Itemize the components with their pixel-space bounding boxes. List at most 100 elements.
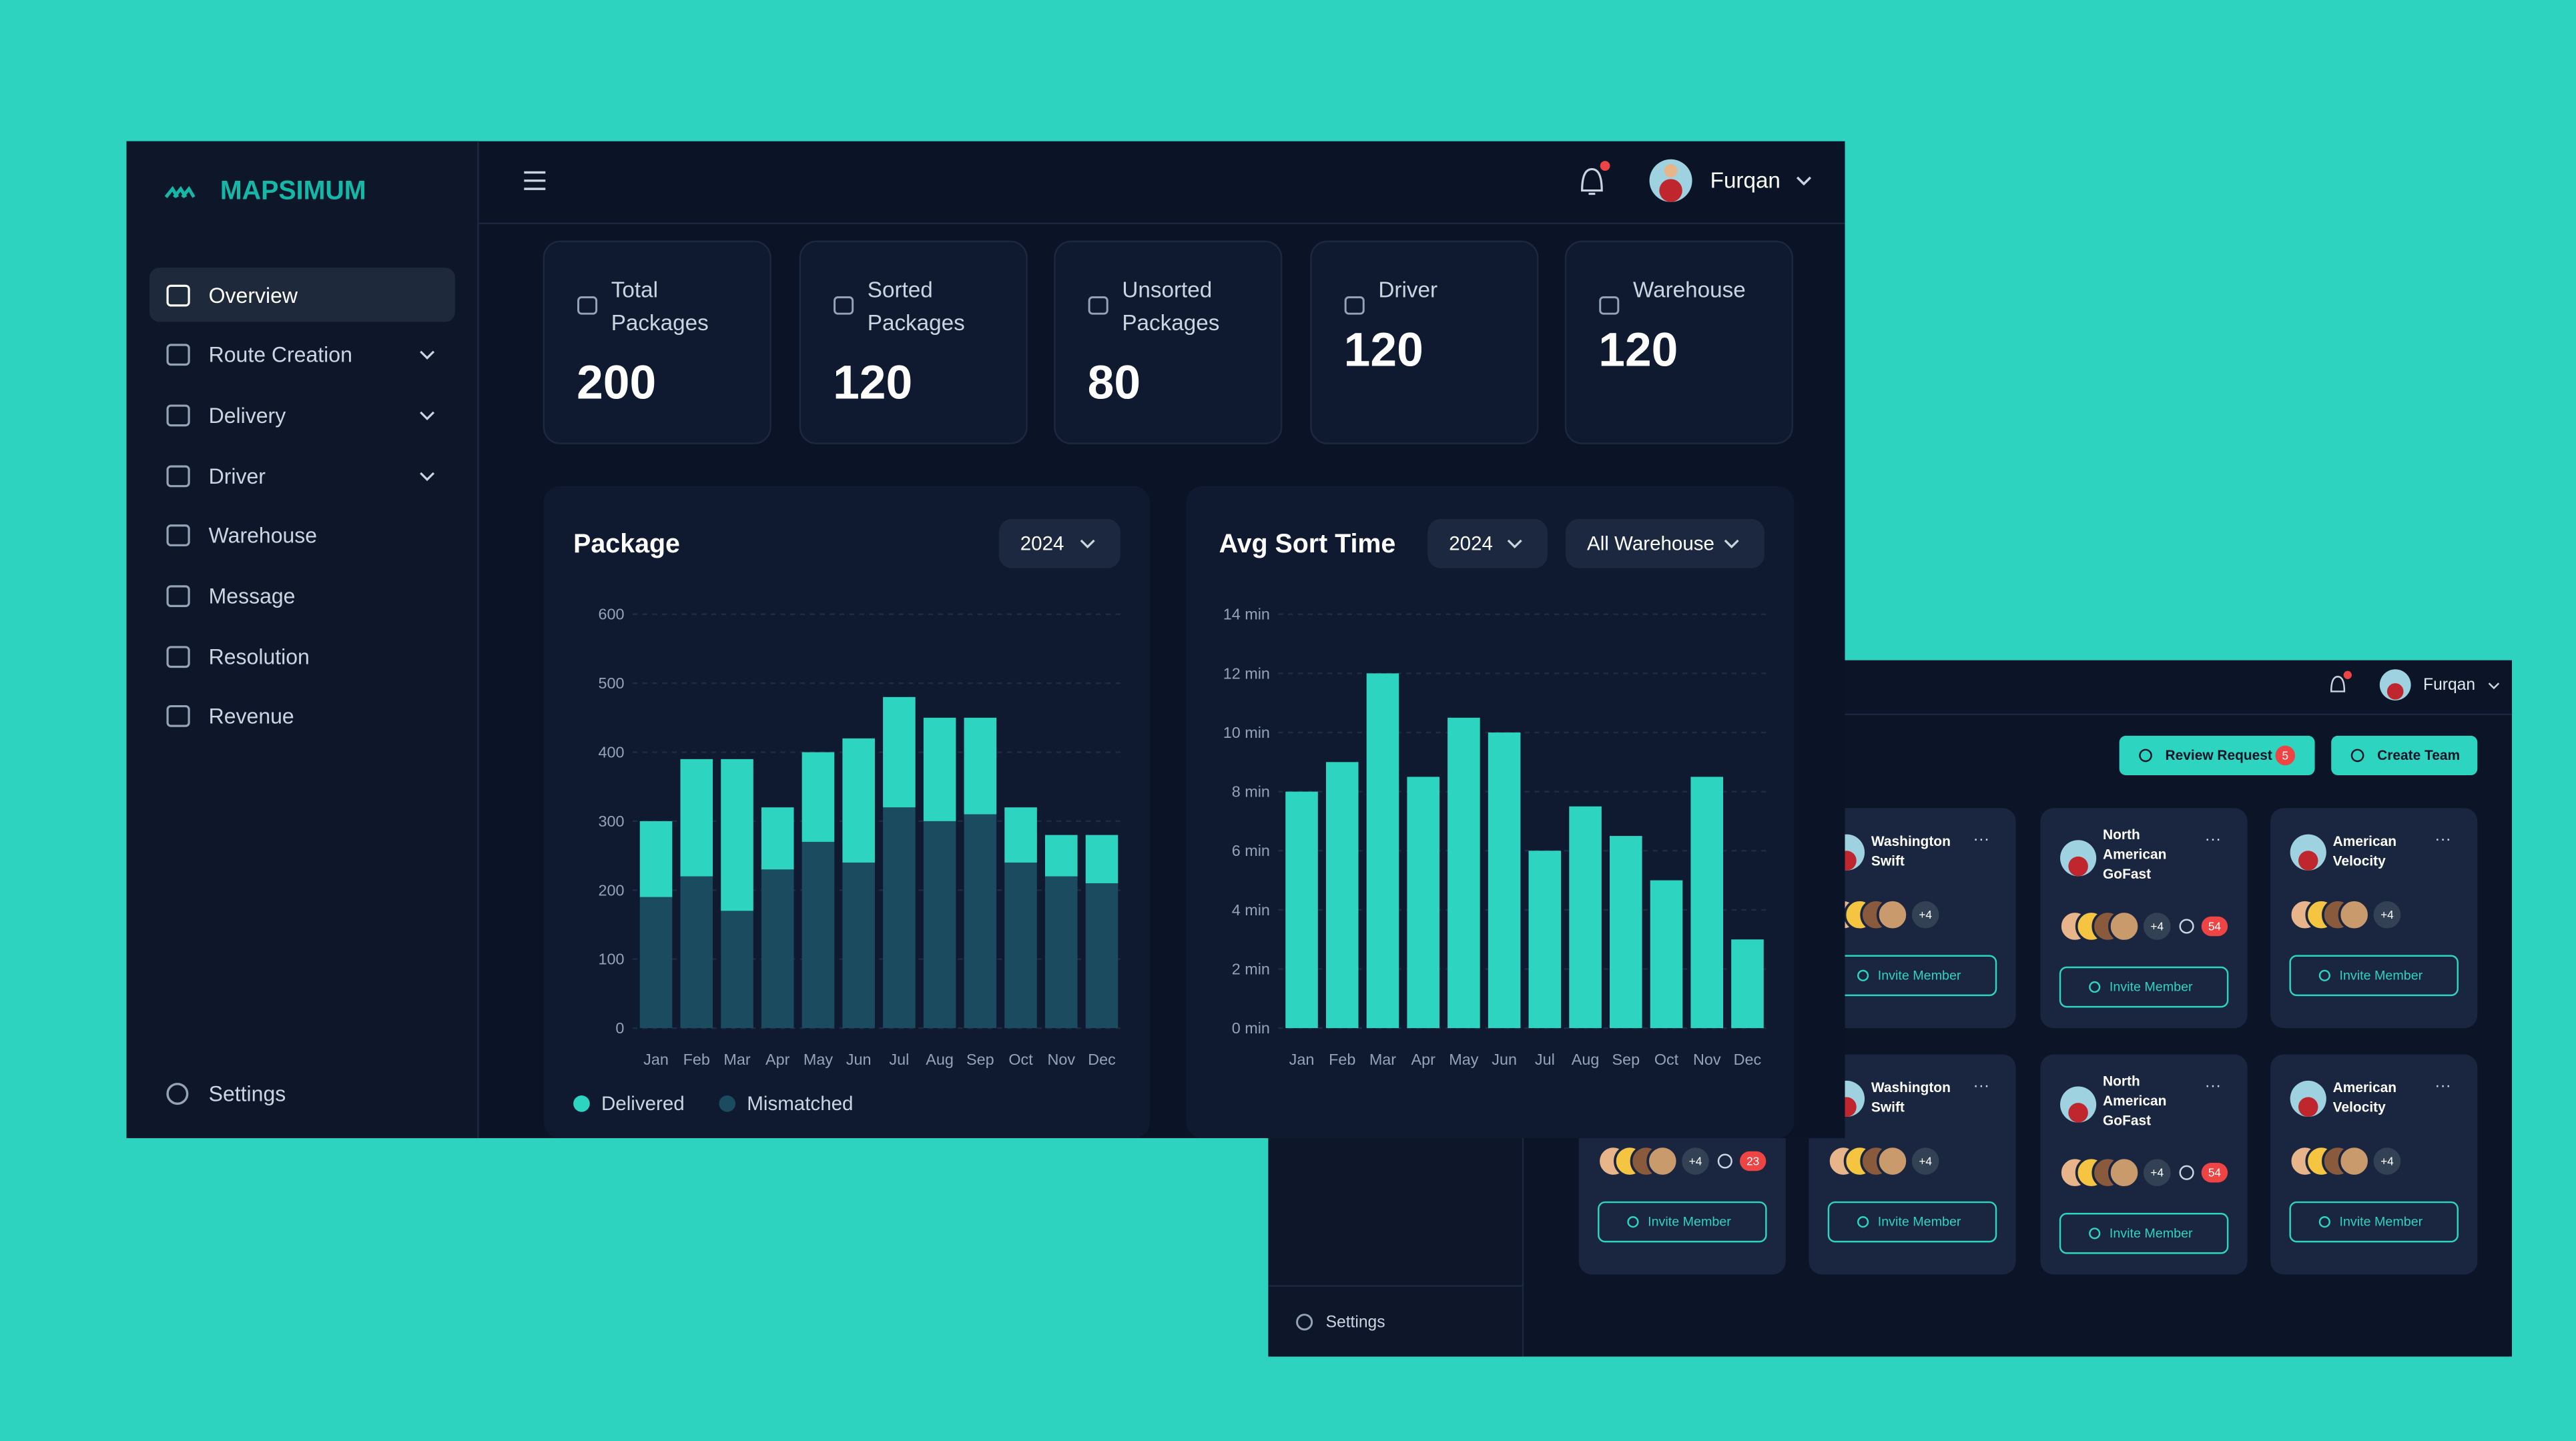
dropdown-label[interactable]: 2024 [1449,532,1493,554]
chart-title: Avg Sort Time [1219,529,1396,558]
bar [1447,717,1480,1029]
more-members-count: +4 [1689,1155,1702,1168]
chevron[interactable] [2488,682,2500,690]
team-name: Washington Swift [1871,1079,1951,1115]
dropdown[interactable] [1566,518,1764,568]
invite-icon [1627,1216,1639,1228]
invite-label[interactable]: Invite Member [2340,1215,2423,1230]
bell-icon[interactable] [1581,167,1603,195]
hamburger[interactable] [524,171,546,190]
chevron[interactable] [420,411,435,421]
stat-label: Driver [1378,278,1438,302]
dropdown[interactable] [1427,518,1548,568]
team-name-box: American Velocity [2333,833,2396,869]
team-name-box: Washington Swift [1871,833,1951,869]
y-tick-label: 500 [598,674,624,692]
comment-badge [1739,1151,1766,1171]
bar-segment [680,759,713,877]
comment-icon [2179,1165,2194,1180]
bar-segment [801,841,835,1029]
bar-segment [721,911,753,1029]
more-members-count: +4 [2380,1155,2394,1168]
invite-label[interactable]: Invite Member [1878,968,1961,983]
button[interactable] [2119,735,2315,775]
bar-segment [964,814,997,1029]
stat-value: 120 [1598,323,1678,376]
settings-label[interactable]: Settings [1326,1313,1385,1331]
user-name[interactable]: Furqan [1710,168,1781,193]
menu-item[interactable]: Revenue [209,704,294,728]
x-tick-label: Nov [1047,1051,1075,1068]
invite-label[interactable]: Invite Member [1878,1215,1961,1230]
menu-item[interactable]: Delivery [209,404,286,428]
team-name-box: North American GoFast [2103,826,2166,882]
invite-label[interactable]: Invite Member [2340,968,2423,983]
team-name-box: Washington Swift [1871,1079,1951,1115]
dropdown[interactable] [998,518,1120,568]
invite-button[interactable] [1598,1201,1767,1243]
invite-button[interactable] [2059,966,2229,1008]
dropdown-label[interactable]: All Warehouse [1587,532,1714,554]
chevron[interactable] [1080,539,1095,549]
badge-count: 5 [2282,749,2288,762]
chevron[interactable] [420,472,435,482]
bar [1488,732,1521,1029]
invite-button[interactable] [2059,1213,2229,1254]
brand-logo [164,185,196,198]
more-menu: ··· [2205,830,2222,848]
more-menu: ··· [2205,1077,2222,1095]
notification-dot [2343,670,2352,679]
bar-segment [721,759,753,911]
stat-value: 200 [577,356,656,410]
settings-label[interactable]: Settings [209,1082,286,1106]
settings-icon [166,1083,189,1105]
menu-item[interactable]: Message [209,584,296,608]
invite-label[interactable]: Invite Member [1648,1215,1731,1230]
legend-label: Mismatched [747,1093,853,1115]
menu-item[interactable]: Warehouse [209,524,317,548]
invite-button[interactable] [2289,955,2459,997]
team-name: Washington Swift [1871,833,1951,869]
menu-icon [166,704,190,727]
button-icon [2139,749,2152,763]
menu-item[interactable]: Route Creation [209,343,352,367]
avatar [1664,164,1678,177]
bar-segment [639,821,673,897]
menu-item[interactable]: Driver [209,464,266,488]
chevron[interactable] [420,350,435,360]
bar-segment [883,807,916,1029]
stat-icon [1088,296,1108,315]
comment-count: 54 [2208,1166,2222,1179]
x-tick-label: Sep [966,1051,994,1068]
notification-dot [1600,161,1610,171]
bar [1650,880,1683,1029]
x-tick-label: Nov [1693,1051,1721,1068]
chart-title: Package [573,529,680,558]
chevron[interactable] [1796,176,1812,186]
menu-icon [166,524,190,546]
invite-button[interactable] [1827,1201,1997,1243]
invite-button[interactable] [2289,1201,2459,1243]
button[interactable] [2331,735,2478,775]
x-tick-label: May [803,1051,833,1068]
more-members-count: +4 [2150,1166,2164,1179]
bell-icon[interactable] [2330,676,2346,692]
more-members [2141,910,2174,943]
button-label[interactable]: Create Team [2377,748,2460,763]
chevron[interactable] [1507,539,1522,549]
chevron[interactable] [1724,539,1739,549]
more-members-count: +4 [2150,919,2164,933]
menu-item[interactable]: Overview [209,284,298,308]
x-tick-label: Jun [1492,1051,1517,1068]
dropdown-label[interactable]: 2024 [1020,532,1064,554]
badge [2275,745,2296,766]
user-name[interactable]: Furqan [2423,676,2475,694]
x-tick-label: May [1449,1051,1478,1068]
bar-segment [842,862,875,1029]
avatar [2386,683,2404,700]
comment-icon [2179,919,2194,934]
button-label[interactable]: Review Request [2166,748,2272,763]
invite-label[interactable]: Invite Member [2110,1226,2193,1241]
invite-label[interactable]: Invite Member [2110,980,2193,995]
menu-item[interactable]: Resolution [209,645,310,669]
